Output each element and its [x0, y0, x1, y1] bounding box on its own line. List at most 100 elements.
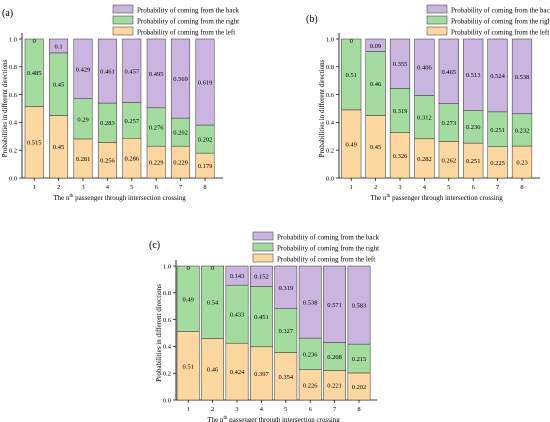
y-tick-label: 0.2	[163, 371, 171, 378]
bar-segment	[487, 38, 508, 113]
legend-swatch	[112, 4, 134, 14]
data-label: 0.619	[198, 80, 213, 87]
y-tick-label: 0.6	[163, 317, 172, 324]
data-label: 0.571	[327, 302, 342, 309]
legend: Probability of coming from the back Proba…	[252, 231, 380, 264]
bar-segment	[365, 38, 386, 52]
x-tick-label: 5	[447, 184, 450, 191]
bar-segment	[24, 38, 44, 107]
y-tick-label: 0.0	[9, 175, 17, 182]
x-tick-label: 7	[179, 184, 183, 191]
bar-segment	[463, 38, 484, 111]
data-label: 0.202	[352, 384, 367, 391]
data-label: 0.569	[173, 76, 188, 83]
data-label: 0.283	[100, 120, 115, 127]
x-tick-label: 2	[374, 184, 377, 191]
x-tick-label: 2	[57, 184, 60, 191]
data-label: 0.286	[124, 156, 139, 163]
data-label: 0.355	[393, 61, 408, 68]
y-tick-label: 0.6	[326, 92, 335, 99]
data-label: 0.465	[441, 69, 456, 76]
legend-label: Probability of coming from the back	[451, 7, 550, 15]
data-label: 0.09	[370, 43, 381, 50]
bar-segment	[49, 38, 69, 54]
data-label: 0.326	[393, 153, 408, 160]
x-tick-label: 1	[350, 184, 353, 191]
legend-label: Probability of coming from the left	[451, 29, 549, 37]
data-label: 0.51	[183, 363, 194, 370]
data-label: 0.226	[303, 382, 318, 389]
x-tick-label: 2	[211, 406, 214, 413]
x-tick-label: 7	[496, 184, 500, 191]
x-tick-label: 6	[472, 184, 476, 191]
data-label: 0.457	[124, 68, 139, 75]
data-label: 0.29	[77, 116, 88, 123]
x-tick-label: 1	[187, 406, 190, 413]
data-label: 0.54	[207, 300, 219, 307]
y-tick-label: 0.4	[326, 120, 335, 127]
bar-segment	[122, 38, 142, 103]
data-label: 0.327	[278, 328, 293, 335]
x-tick-label: 8	[357, 406, 360, 413]
x-axis-label: The nth passenger through intersection c…	[53, 194, 186, 202]
data-label: 0.451	[254, 314, 269, 321]
data-label: 0.583	[352, 303, 367, 310]
bar-segment	[341, 38, 362, 111]
data-label: 0.273	[441, 120, 456, 127]
data-label: 0.433	[230, 312, 245, 319]
data-label: 0.46	[207, 367, 219, 374]
chart-panel-3: (c)Probability of coming from the backPr…	[149, 231, 380, 422]
data-label: 0.406	[417, 65, 432, 72]
y-tick-label: 0.0	[326, 175, 334, 182]
legend-swatch	[252, 253, 274, 263]
x-tick-label: 4	[106, 184, 110, 191]
data-label: 0.152	[254, 274, 269, 281]
data-label: 0.143	[230, 273, 245, 280]
x-tick-label: 4	[260, 406, 264, 413]
y-axis-label: Probabilities in different directions	[318, 59, 326, 157]
bar-segment	[389, 38, 411, 89]
panel-label: (b)	[306, 14, 318, 25]
x-tick-label: 6	[309, 406, 313, 413]
panel-label: (c)	[149, 240, 160, 251]
data-label: 0.45	[53, 144, 64, 151]
data-label: 0.45	[53, 82, 64, 89]
bar-segment	[438, 38, 459, 104]
data-label: 0.221	[327, 383, 342, 390]
y-tick-label: 0.2	[326, 148, 334, 155]
y-axis-label: Probabilities in different directions	[155, 284, 163, 382]
data-label: 0.276	[149, 124, 164, 131]
x-tick-label: 3	[398, 184, 401, 191]
legend-label: Probability of coming from the back	[137, 7, 240, 15]
legend-swatch	[112, 26, 134, 36]
data-label: 0.429	[76, 66, 91, 73]
legend: Probability of coming from the back Proba…	[112, 4, 240, 37]
legend-swatch	[112, 15, 134, 25]
data-label: 0.202	[173, 130, 188, 137]
panel-label: (a)	[2, 8, 13, 19]
legend-label: Probability of coming from the left	[137, 29, 235, 37]
legend-swatch	[252, 242, 274, 252]
bar-segment	[146, 38, 166, 109]
data-label: 0	[211, 265, 214, 272]
legend-swatch	[426, 4, 448, 14]
data-label: 0.282	[417, 156, 432, 163]
x-tick-label: 1	[33, 184, 36, 191]
data-label: 0	[33, 38, 36, 45]
x-tick-label: 8	[203, 184, 206, 191]
y-tick-label: 0.8	[326, 64, 334, 71]
data-label: 0.495	[149, 71, 164, 78]
bar-segment	[73, 38, 93, 99]
data-label: 0.202	[198, 137, 213, 144]
data-label: 0.485	[27, 70, 42, 77]
data-label: 0.23	[516, 160, 527, 167]
bar-segment	[195, 38, 215, 126]
data-label: 0.257	[124, 118, 139, 125]
bar-segment	[171, 38, 191, 119]
x-tick-label: 7	[333, 406, 337, 413]
legend-label: Probability of coming from the back	[277, 234, 380, 242]
chart-panel-2: (b) Probability of coming from the back Pr…	[306, 4, 550, 202]
bar-segment	[225, 265, 249, 286]
data-label: 0.461	[100, 69, 115, 76]
bar-segment	[250, 265, 273, 287]
